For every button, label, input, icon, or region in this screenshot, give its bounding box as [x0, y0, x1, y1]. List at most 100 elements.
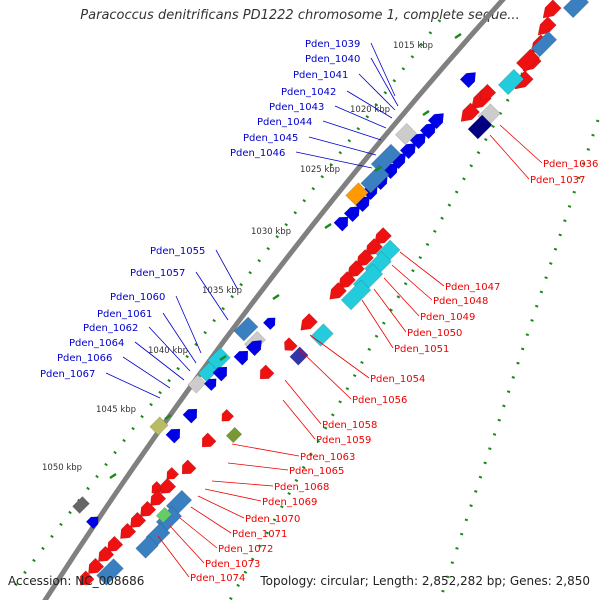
- forward-gene-arrow: [419, 123, 436, 140]
- leader-line-left: [370, 42, 396, 97]
- reverse-gene-arrow: [88, 557, 105, 574]
- tick-mark: [109, 472, 117, 480]
- gene-label-right: Pden_1056: [352, 395, 407, 406]
- reverse-gene-arrow: [166, 466, 180, 480]
- backbone: [42, 0, 506, 600]
- gene-label-right: Pden_1058: [322, 420, 377, 431]
- feature-block: [187, 374, 207, 394]
- forward-gene-arrow: [427, 113, 444, 130]
- gene-label-right: Pden_1074: [190, 573, 245, 584]
- gene-labels: Pden_1039 Pden_1040 Pden_1041 Pden_1042 Pden…: [40, 39, 598, 584]
- reverse-gene-arrow: [150, 489, 167, 506]
- leader-line-right: [489, 134, 530, 180]
- tick-label: 1045 kbp: [96, 405, 136, 415]
- gene-label-right: Pden_1054: [370, 374, 425, 385]
- feature-block: [155, 506, 173, 524]
- leader-line-left: [370, 57, 399, 107]
- leader-line-left: [122, 356, 171, 389]
- reverse-gene-arrow: [181, 459, 197, 475]
- leader-line-right: [227, 462, 289, 471]
- tick-label: 1025 kbp: [300, 165, 340, 175]
- feature-block: [96, 558, 124, 586]
- feature-block: [310, 323, 334, 347]
- reverse-gene-arrow: [300, 313, 318, 331]
- gene-label-right: Pden_1047: [445, 282, 500, 293]
- feature-block: [395, 123, 417, 145]
- tick-mark: [164, 413, 172, 421]
- gene-label-right: Pden_1051: [394, 344, 449, 355]
- forward-gene-arrow: [203, 378, 217, 392]
- leader-line-right: [157, 535, 190, 578]
- reverse-gene-arrow: [338, 271, 356, 289]
- reverse-gene-arrow: [160, 477, 177, 494]
- leader-line-left: [295, 151, 373, 169]
- chromosome-backbone: [42, 0, 506, 600]
- feature-block: [135, 535, 159, 559]
- forward-gene-arrow: [233, 350, 249, 366]
- gene-label-right: Pden_1068: [274, 482, 329, 493]
- reverse-gene-arrow: [347, 260, 365, 278]
- gene-label-left: Pden_1060: [110, 292, 165, 303]
- reverse-gene-arrow: [356, 249, 374, 267]
- gene-label-left: Pden_1044: [257, 117, 312, 128]
- feature-block: [467, 114, 493, 140]
- accession-text: Accession: NC_008686: [8, 574, 145, 588]
- feature-block: [289, 346, 309, 366]
- leader-line-right: [284, 379, 322, 425]
- leader-line-right: [211, 480, 274, 487]
- gene-label-left: Pden_1066: [57, 353, 112, 364]
- label-leaders: [105, 42, 543, 578]
- reverse-gene-arrow: [259, 364, 275, 380]
- gene-label-right: Pden_1050: [407, 328, 462, 339]
- tick-mark: [374, 165, 382, 173]
- reverse-gene-arrow: [130, 511, 147, 528]
- gene-label-left: Pden_1061: [97, 309, 152, 320]
- leader-line-left: [148, 326, 191, 372]
- reverse-gene-arrow: [107, 535, 124, 552]
- reverse-gene-arrow: [329, 282, 347, 300]
- gene-label-left: Pden_1043: [269, 102, 324, 113]
- map-title: Paracoccus denitrificans PD1222 chromoso…: [80, 8, 520, 23]
- leader-line-left: [308, 136, 377, 156]
- feature-block: [360, 164, 390, 194]
- feature-block: [562, 0, 590, 19]
- ticks: 1015 kbp 1020 kbp 1025 kbp 1030 kbp 1035 kbp…: [42, 32, 462, 480]
- leader-line-left: [215, 249, 239, 291]
- reverse-gene-arrow: [284, 337, 298, 351]
- tick-mark: [454, 32, 462, 40]
- reverse-gene-arrow: [140, 500, 157, 517]
- forward-gene-arrow: [409, 133, 426, 150]
- tick-label: 1030 kbp: [251, 227, 291, 237]
- reverse-gene-arrow: [480, 83, 497, 100]
- tick-mark: [219, 354, 227, 362]
- feature-block: [225, 426, 243, 444]
- leader-line-right: [231, 443, 300, 457]
- tick-label: 1035 kbp: [202, 286, 242, 296]
- leader-line-left: [175, 295, 202, 354]
- gene-label-left: Pden_1040: [305, 54, 360, 65]
- reverse-gene-arrow: [460, 102, 481, 122]
- reverse-gene-arrow: [221, 408, 235, 422]
- feature-block: [340, 279, 372, 311]
- feature-block: [345, 182, 369, 206]
- dotted-line: [438, 119, 600, 600]
- forward-gene-arrow: [85, 516, 99, 530]
- forward-gene-arrow: [399, 143, 416, 160]
- tick-label: 1040 kbp: [148, 346, 188, 356]
- leader-line-right: [383, 277, 420, 317]
- leader-line-left: [162, 312, 197, 364]
- gene-label-left: Pden_1062: [83, 323, 138, 334]
- leader-line-left: [322, 120, 382, 141]
- reverse-gene-arrow: [374, 227, 392, 245]
- leader-line-right: [499, 124, 543, 164]
- feature-block: [530, 30, 558, 58]
- leader-line-right: [169, 525, 205, 564]
- leader-line-right: [299, 349, 352, 400]
- tick-label: 1050 kbp: [42, 463, 82, 473]
- leader-line-left: [334, 105, 387, 129]
- reverse-gene-arrow: [120, 522, 137, 539]
- gene-label-left: Pden_1055: [150, 246, 205, 257]
- gene-label-right: Pden_1037: [530, 175, 585, 186]
- reverse-gene-arrow: [365, 238, 383, 256]
